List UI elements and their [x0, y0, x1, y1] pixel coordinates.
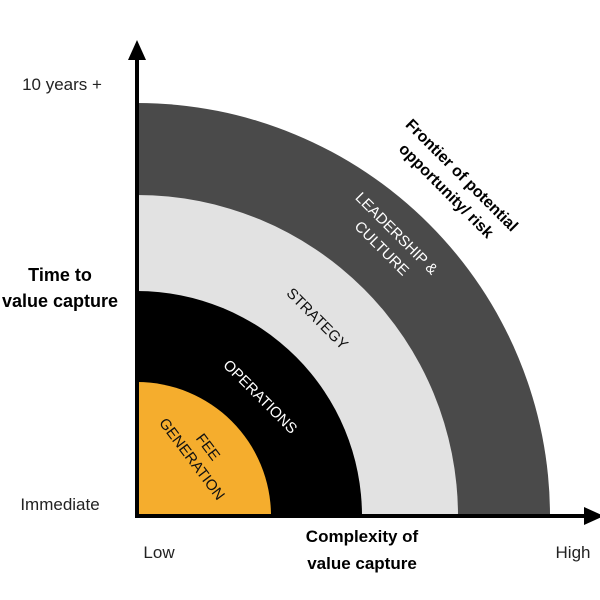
y-axis-arrowhead: [128, 40, 146, 60]
x-axis-title-line1: Complexity of: [306, 527, 419, 546]
x-axis-left-label: Low: [143, 543, 175, 562]
ring-fee-generation: [137, 382, 271, 516]
y-axis-bottom-label: Immediate: [20, 495, 99, 514]
y-axis-top-label: 10 years +: [22, 75, 102, 94]
y-axis-title-line1: Time to: [28, 265, 92, 285]
x-axis-title-line2: value capture: [307, 554, 417, 573]
x-axis-arrowhead: [584, 507, 600, 525]
y-axis-title-line2: value capture: [2, 291, 118, 311]
x-axis-right-label: High: [556, 543, 591, 562]
